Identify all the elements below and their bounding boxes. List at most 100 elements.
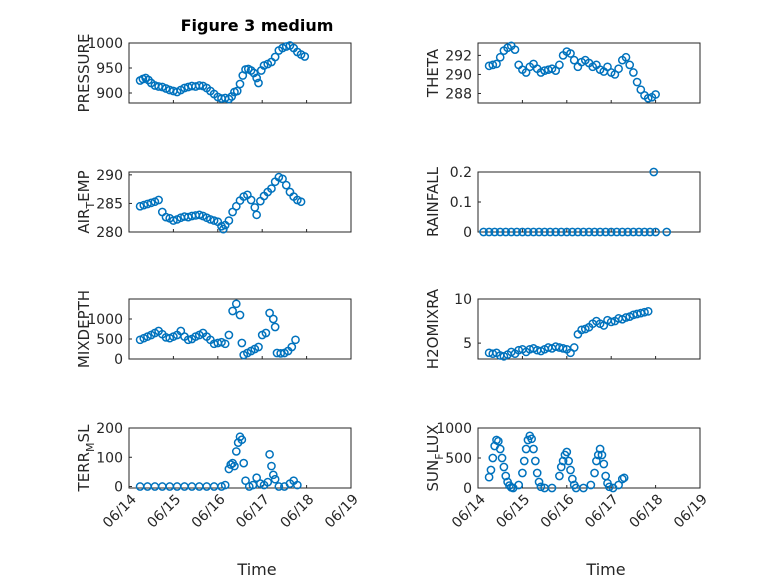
y-tick-label: 900 xyxy=(96,86,123,102)
data-point xyxy=(518,227,527,237)
data-point xyxy=(629,227,638,237)
data-point xyxy=(612,227,622,237)
y-tick-label: 100 xyxy=(96,450,123,466)
y-tick-label: 0 xyxy=(114,480,123,496)
data-point xyxy=(623,227,633,237)
data-point xyxy=(497,453,507,463)
data-point xyxy=(300,52,310,61)
data-point xyxy=(640,307,649,317)
data-point xyxy=(523,435,533,445)
data-point xyxy=(643,93,653,103)
y-tick-label: 1000 xyxy=(436,421,472,437)
y-axis-label: PRESSURE xyxy=(75,34,93,113)
data-point xyxy=(579,483,588,493)
x-tick-label: 06/18 xyxy=(627,492,667,532)
axis-box xyxy=(128,427,352,489)
data-point xyxy=(597,450,607,460)
subplot-rainfall: 0 0.1 0.2 RAINFALL xyxy=(424,165,701,241)
data-point xyxy=(527,434,537,444)
data-point xyxy=(139,200,149,210)
data-point xyxy=(499,462,509,472)
data-point xyxy=(194,81,204,90)
data-point xyxy=(651,227,660,237)
data-point xyxy=(154,195,163,205)
data-point xyxy=(540,227,549,237)
data-point xyxy=(220,480,230,490)
y-tick-label: 290 xyxy=(96,168,123,184)
data-point xyxy=(278,174,287,184)
data-point xyxy=(495,52,505,62)
data-point xyxy=(232,86,242,96)
data-point xyxy=(621,313,631,322)
data-point xyxy=(518,468,527,478)
data-point xyxy=(169,216,178,225)
data-point xyxy=(555,60,564,70)
data-point xyxy=(291,335,300,345)
data-point xyxy=(506,227,516,237)
figure-title: Figure 3 medium xyxy=(181,16,334,35)
data-point xyxy=(268,470,278,480)
data-point xyxy=(246,195,256,205)
x-axis-label-right: Time xyxy=(585,560,625,579)
data-point xyxy=(161,212,171,222)
data-point xyxy=(220,339,230,349)
y-axis-label: H2OMIXRA xyxy=(424,288,442,369)
data-point xyxy=(577,325,586,335)
data-point xyxy=(562,447,572,457)
data-point xyxy=(479,227,488,237)
data-point xyxy=(534,477,544,487)
y-tick-label: 500 xyxy=(96,332,123,348)
data-point xyxy=(556,227,566,237)
data-point xyxy=(143,199,152,209)
data-point xyxy=(614,480,623,490)
data-point xyxy=(265,308,274,318)
y-tick-label: 285 xyxy=(96,196,123,212)
y-axis-label: THETA xyxy=(424,48,442,98)
x-tick-label: 06/18 xyxy=(278,492,318,532)
data-point xyxy=(545,227,555,237)
data-point xyxy=(267,184,276,193)
data-point xyxy=(494,436,503,446)
data-point xyxy=(532,468,542,478)
x-tick-label: 06/14 xyxy=(100,491,140,531)
x-tick-label: 06/16 xyxy=(189,491,229,531)
data-point xyxy=(228,306,237,316)
data-point xyxy=(183,335,193,345)
subplot-h2omixra: 5 10 H2OMIXRA xyxy=(424,288,701,369)
axis-box xyxy=(477,427,701,489)
y-axis-label: SUNFLUX xyxy=(424,425,446,492)
data-point xyxy=(237,435,247,445)
data-point xyxy=(634,227,644,237)
axis-box xyxy=(477,171,701,233)
data-point xyxy=(270,52,280,62)
data-point xyxy=(224,216,234,225)
data-point xyxy=(231,447,241,456)
subplot-sun-flux: 0 500 1000 06/14 06/15 06/16 06/17 06/18 06/19 SU… xyxy=(424,421,711,531)
x-tick-label: 06/19 xyxy=(671,492,711,532)
data-point xyxy=(555,471,564,481)
subplot-terr-msl: 0 100 200 06/14 06/15 06/16 06/17 06/18 06/19 TER… xyxy=(75,421,362,531)
y-tick-label: 0 xyxy=(463,225,472,241)
y-axis-label: TERRMSL xyxy=(75,424,97,493)
data-point xyxy=(529,444,538,454)
data-point xyxy=(495,227,505,237)
data-point xyxy=(629,68,638,77)
data-point xyxy=(579,227,588,237)
data-point xyxy=(268,314,278,324)
y-tick-label: 280 xyxy=(96,225,123,241)
data-point xyxy=(536,482,546,492)
y-tick-label: 0.2 xyxy=(450,165,472,181)
y-tick-label: 0.1 xyxy=(450,195,472,211)
data-point xyxy=(531,456,540,466)
data-point xyxy=(281,180,291,190)
data-point xyxy=(252,210,261,220)
data-point xyxy=(551,227,561,237)
data-point xyxy=(562,227,572,237)
data-point xyxy=(239,458,249,468)
y-tick-label: 5 xyxy=(463,336,472,352)
data-point xyxy=(267,461,276,471)
data-point xyxy=(287,342,297,352)
